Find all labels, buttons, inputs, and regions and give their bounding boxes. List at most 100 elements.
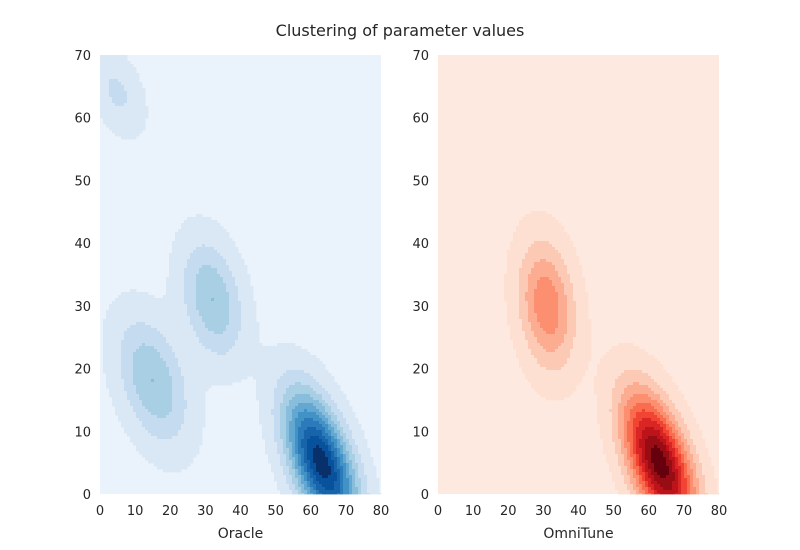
contour-cell [211, 331, 215, 335]
contour-cell [283, 412, 287, 416]
contour-cell [211, 352, 215, 356]
contour-cell [190, 343, 194, 347]
contour-cell [112, 112, 116, 116]
contour-cell [178, 376, 182, 380]
contour-cell [136, 91, 140, 95]
contour-cell [163, 373, 167, 377]
contour-cell [319, 412, 323, 416]
contour-cell [555, 220, 559, 224]
contour-cell [127, 412, 131, 416]
contour-cell [163, 388, 167, 392]
contour-cell [283, 490, 287, 494]
contour-cell [124, 73, 128, 77]
contour-cell [187, 283, 191, 287]
contour-cell [184, 271, 188, 275]
contour-cell [199, 262, 203, 266]
contour-cell [163, 433, 167, 437]
contour-cell [220, 382, 224, 386]
contour-cell [334, 385, 338, 389]
contour-cell [220, 292, 224, 296]
contour-cell [163, 400, 167, 404]
contour-cell [262, 364, 266, 368]
contour-cell [286, 460, 290, 464]
contour-cell [199, 430, 203, 434]
contour-cell [558, 235, 562, 239]
contour-cell [540, 259, 544, 263]
contour-cell [199, 295, 203, 299]
contour-cell [253, 337, 257, 341]
contour-cell [172, 358, 176, 362]
contour-cell [232, 313, 236, 317]
contour-cell [196, 328, 200, 332]
contour-cell [346, 493, 350, 495]
contour-cell [103, 352, 107, 356]
contour-cell [160, 412, 164, 416]
contour-cell [148, 430, 152, 434]
contour-cell [175, 355, 179, 359]
contour-cell [196, 346, 200, 350]
contour-cell [130, 67, 134, 71]
contour-cell [310, 442, 314, 446]
contour-cell [148, 376, 152, 380]
contour-cell [187, 457, 191, 461]
contour-cell [235, 325, 239, 329]
contour-cell [310, 367, 314, 371]
contour-cell [169, 334, 173, 338]
contour-cell [214, 370, 218, 374]
contour-cell [148, 409, 152, 413]
contour-cell [259, 376, 263, 380]
contour-cell [229, 238, 233, 242]
contour-cell [325, 409, 329, 413]
contour-cell [307, 487, 311, 491]
contour-cell [223, 352, 227, 356]
contour-cell [199, 238, 203, 242]
contour-cell [319, 439, 323, 443]
contour-cell [525, 232, 529, 236]
contour-cell [115, 409, 119, 413]
contour-cell [124, 55, 128, 59]
contour-cell [196, 382, 200, 386]
contour-cell [196, 412, 200, 416]
contour-cell [220, 349, 224, 353]
contour-cell [190, 409, 194, 413]
contour-cell [349, 436, 353, 440]
contour-cell [151, 382, 155, 386]
contour-cell [244, 334, 248, 338]
contour-cell [181, 415, 185, 419]
contour-cell [169, 436, 173, 440]
contour-cell [127, 121, 131, 125]
contour-cell [349, 487, 353, 491]
contour-cell [124, 409, 128, 413]
contour-cell [175, 421, 179, 425]
contour-cell [193, 391, 197, 395]
contour-cell [184, 409, 188, 413]
contour-cell [286, 412, 290, 416]
contour-cell [274, 475, 278, 479]
oracle-x-axis-label: Oracle [218, 526, 264, 542]
contour-cell [289, 394, 293, 398]
contour-cell [145, 109, 149, 113]
contour-cell [558, 223, 562, 227]
contour-cell [250, 358, 254, 362]
contour-cell [169, 469, 173, 473]
contour-cell [208, 250, 212, 254]
contour-cell [196, 310, 200, 314]
contour-cell [289, 400, 293, 404]
contour-cell [280, 355, 284, 359]
contour-cell [136, 106, 140, 110]
contour-cell [166, 391, 170, 395]
contour-cell [112, 64, 116, 68]
contour-cell [145, 406, 149, 410]
contour-cell [337, 466, 341, 470]
contour-cell [118, 121, 122, 125]
contour-cell [115, 112, 119, 116]
contour-cell [193, 331, 197, 335]
contour-cell [331, 427, 335, 431]
contour-cell [184, 451, 188, 455]
contour-cell [238, 370, 242, 374]
contour-cell [355, 469, 359, 473]
contour-cell [352, 454, 356, 458]
contour-cell [211, 358, 215, 362]
contour-cell [226, 331, 230, 335]
contour-cell [169, 364, 173, 368]
